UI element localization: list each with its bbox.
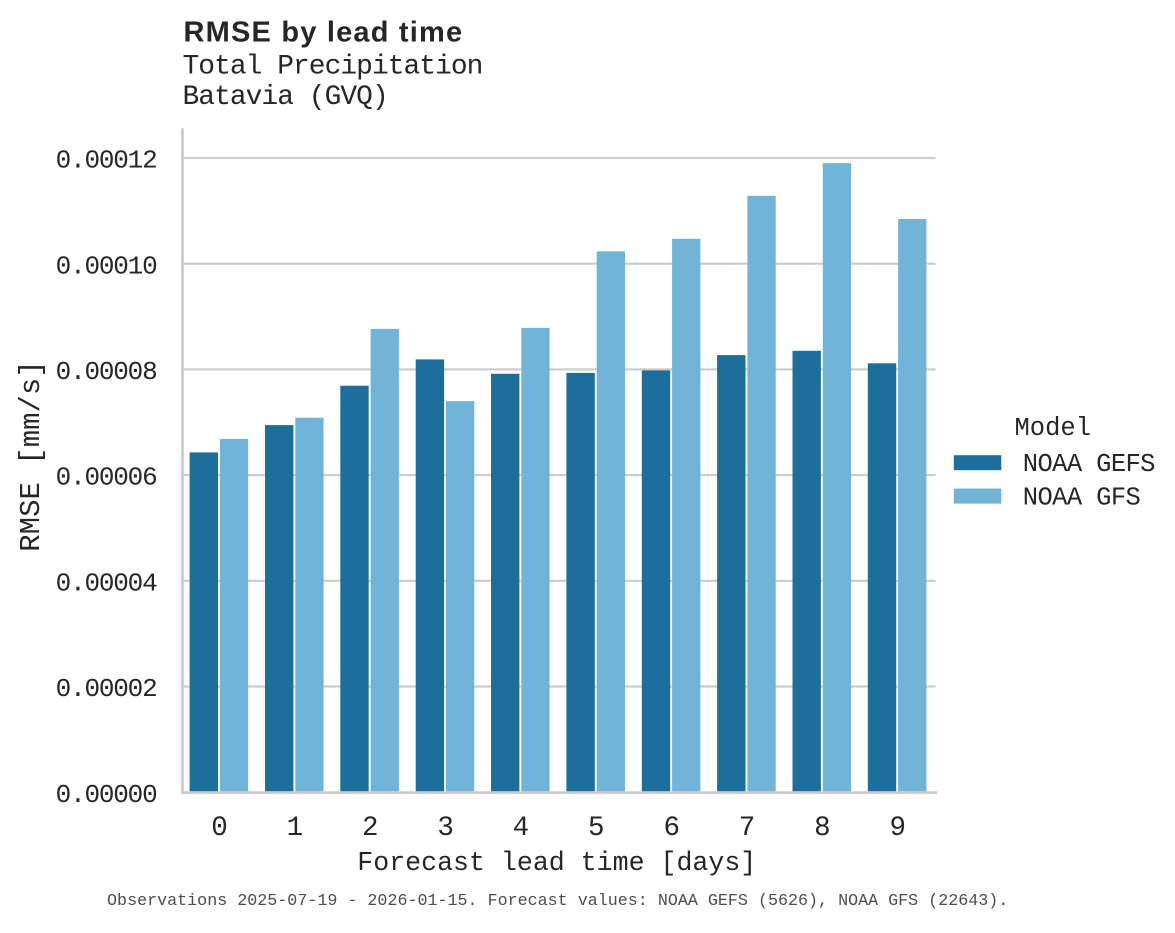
svg-text:NOAA GFS: NOAA GFS <box>1023 484 1141 513</box>
svg-text:1: 1 <box>287 813 304 844</box>
svg-text:0: 0 <box>211 813 228 844</box>
svg-text:3: 3 <box>437 813 454 844</box>
svg-text:9: 9 <box>889 813 906 844</box>
svg-text:RMSE by lead time: RMSE by lead time <box>184 17 464 49</box>
svg-text:0.00006: 0.00006 <box>56 463 157 493</box>
svg-text:7: 7 <box>739 813 756 844</box>
svg-text:Model: Model <box>1015 414 1092 443</box>
svg-text:0.00012: 0.00012 <box>56 146 157 176</box>
svg-text:0.00002: 0.00002 <box>56 674 157 704</box>
svg-text:0.00010: 0.00010 <box>56 251 157 281</box>
svg-text:0.00000: 0.00000 <box>56 780 157 810</box>
svg-text:5: 5 <box>588 813 605 844</box>
svg-text:NOAA GEFS: NOAA GEFS <box>1023 450 1155 479</box>
svg-text:Batavia (GVQ): Batavia (GVQ) <box>183 82 388 113</box>
svg-text:2: 2 <box>362 813 379 844</box>
svg-text:8: 8 <box>814 813 831 844</box>
svg-text:4: 4 <box>513 813 530 844</box>
svg-text:6: 6 <box>663 813 680 844</box>
svg-text:Total Precipitation: Total Precipitation <box>183 52 483 83</box>
svg-text:Observations 2025-07-19 - 2026: Observations 2025-07-19 - 2026-01-15. Fo… <box>107 892 1008 911</box>
svg-text:Forecast lead time [days]: Forecast lead time [days] <box>357 848 756 878</box>
svg-text:0.00004: 0.00004 <box>56 568 157 598</box>
svg-text:0.00008: 0.00008 <box>56 357 157 387</box>
svg-text:RMSE [mm/s]: RMSE [mm/s] <box>15 360 48 551</box>
